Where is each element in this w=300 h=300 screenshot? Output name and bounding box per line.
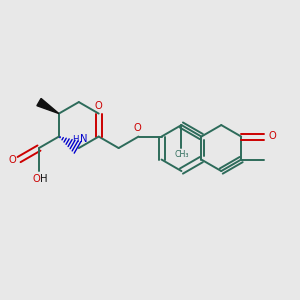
Text: O: O [32,174,40,184]
Text: O: O [268,131,276,141]
Text: H: H [72,136,79,145]
Text: CH₃: CH₃ [174,150,189,159]
Polygon shape [37,98,59,114]
Text: O: O [95,100,103,111]
Text: H: H [40,174,47,184]
Text: O: O [134,123,142,133]
Text: N: N [80,134,87,145]
Text: O: O [8,154,16,165]
